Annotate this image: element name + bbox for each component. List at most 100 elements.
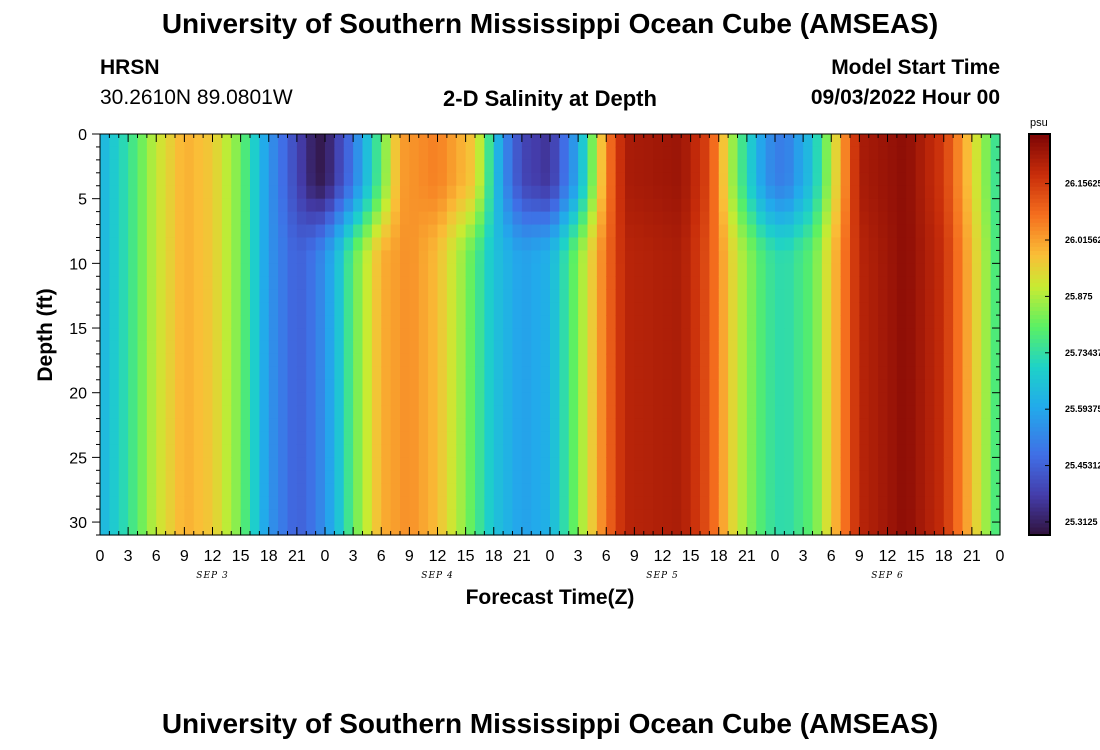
heatmap-cell bbox=[971, 224, 982, 239]
heatmap-cell bbox=[287, 263, 298, 277]
heatmap-cell bbox=[484, 366, 495, 381]
heatmap-cell bbox=[953, 224, 964, 239]
heatmap-cell bbox=[334, 185, 345, 200]
heatmap-cell bbox=[390, 134, 401, 148]
heatmap-cell bbox=[634, 366, 645, 381]
heatmap-cell bbox=[456, 146, 467, 161]
heatmap-cell bbox=[737, 457, 748, 471]
heatmap-cell bbox=[896, 172, 907, 187]
heatmap-cell bbox=[887, 366, 898, 381]
heatmap-cell bbox=[390, 509, 401, 523]
heatmap-cell bbox=[971, 289, 982, 303]
heatmap-cell bbox=[493, 392, 504, 407]
heatmap-cell bbox=[925, 146, 935, 161]
heatmap-cell bbox=[671, 392, 682, 407]
heatmap-cell bbox=[662, 134, 673, 148]
heatmap-cell bbox=[409, 328, 420, 342]
heatmap-cell bbox=[906, 250, 917, 264]
heatmap-cell bbox=[550, 483, 560, 497]
heatmap-cell bbox=[850, 224, 860, 239]
heatmap-cell bbox=[362, 263, 373, 277]
heatmap-cell bbox=[831, 185, 842, 200]
heatmap-cell bbox=[812, 483, 823, 497]
heatmap-cell bbox=[850, 302, 860, 316]
colorbar-segment bbox=[1029, 306, 1050, 312]
heatmap-cell bbox=[671, 405, 682, 420]
heatmap-cell bbox=[100, 353, 110, 368]
heatmap-cell bbox=[296, 250, 307, 264]
heatmap-cell bbox=[343, 289, 354, 303]
colorbar-tick-label: 25.875 bbox=[1065, 291, 1093, 301]
heatmap-cell bbox=[428, 198, 439, 213]
heatmap-cell bbox=[390, 522, 401, 536]
heatmap-cell bbox=[540, 444, 551, 458]
heatmap-cell bbox=[643, 366, 654, 381]
heatmap-cell bbox=[868, 328, 879, 342]
heatmap-cell bbox=[221, 263, 232, 277]
heatmap-cell bbox=[296, 340, 307, 355]
heatmap-cell bbox=[690, 509, 701, 523]
heatmap-cell bbox=[165, 353, 176, 368]
heatmap-cell bbox=[625, 522, 635, 536]
heatmap-cell bbox=[221, 302, 232, 316]
heatmap-cell bbox=[184, 198, 195, 213]
heatmap-cell bbox=[137, 302, 148, 316]
heatmap-cell bbox=[306, 328, 317, 342]
heatmap-cell bbox=[484, 146, 495, 161]
heatmap-cell bbox=[700, 289, 710, 303]
heatmap-cell bbox=[990, 289, 1001, 303]
heatmap-cell bbox=[465, 211, 476, 226]
heatmap-cell bbox=[268, 289, 279, 303]
heatmap-cell bbox=[531, 198, 542, 213]
heatmap-cell bbox=[118, 276, 129, 290]
heatmap-cell bbox=[137, 224, 148, 239]
heatmap-cell bbox=[221, 379, 232, 394]
heatmap-cell bbox=[812, 302, 823, 316]
heatmap-cell bbox=[878, 431, 889, 446]
heatmap-cell bbox=[868, 340, 879, 355]
x-tick-label: 21 bbox=[288, 548, 306, 565]
heatmap-cell bbox=[953, 172, 964, 187]
heatmap-cell bbox=[709, 224, 720, 239]
heatmap-cell bbox=[803, 340, 814, 355]
heatmap-cell bbox=[756, 483, 767, 497]
heatmap-cell bbox=[231, 379, 242, 394]
heatmap-cell bbox=[343, 276, 354, 290]
heatmap-cell bbox=[775, 353, 785, 368]
heatmap-cell bbox=[203, 276, 214, 290]
y-axis-label: Depth (ft) bbox=[34, 288, 57, 381]
heatmap-cell bbox=[428, 250, 439, 264]
heatmap-cell bbox=[643, 237, 654, 252]
heatmap-cell bbox=[606, 237, 617, 252]
heatmap-cell bbox=[259, 353, 270, 368]
heatmap-cell bbox=[109, 483, 120, 497]
heatmap-cell bbox=[971, 496, 982, 510]
heatmap-cell bbox=[850, 496, 860, 510]
heatmap-cell bbox=[362, 483, 373, 497]
heatmap-cell bbox=[700, 509, 710, 523]
heatmap-cell bbox=[296, 263, 307, 277]
heatmap-cell bbox=[531, 457, 542, 471]
heatmap-cell bbox=[934, 418, 945, 433]
heatmap-cell bbox=[353, 470, 364, 484]
heatmap-cell bbox=[418, 483, 429, 497]
heatmap-cell bbox=[193, 159, 204, 174]
colorbar-segment bbox=[1029, 466, 1050, 472]
heatmap-cell bbox=[353, 263, 364, 277]
heatmap-cell bbox=[878, 237, 889, 252]
heatmap-cell bbox=[381, 483, 392, 497]
heatmap-cell bbox=[728, 509, 739, 523]
heatmap-cell bbox=[700, 263, 710, 277]
heatmap-cell bbox=[278, 470, 289, 484]
heatmap-cell bbox=[840, 146, 851, 161]
x-tick-label: 18 bbox=[710, 548, 728, 565]
heatmap-cell bbox=[531, 340, 542, 355]
heatmap-cell bbox=[700, 483, 710, 497]
heatmap-cell bbox=[765, 340, 776, 355]
heatmap-cell bbox=[859, 444, 870, 458]
heatmap-cell bbox=[746, 250, 757, 264]
heatmap-cell bbox=[784, 483, 795, 497]
heatmap-cell bbox=[634, 237, 645, 252]
heatmap-cell bbox=[325, 146, 335, 161]
heatmap-cell bbox=[306, 250, 317, 264]
